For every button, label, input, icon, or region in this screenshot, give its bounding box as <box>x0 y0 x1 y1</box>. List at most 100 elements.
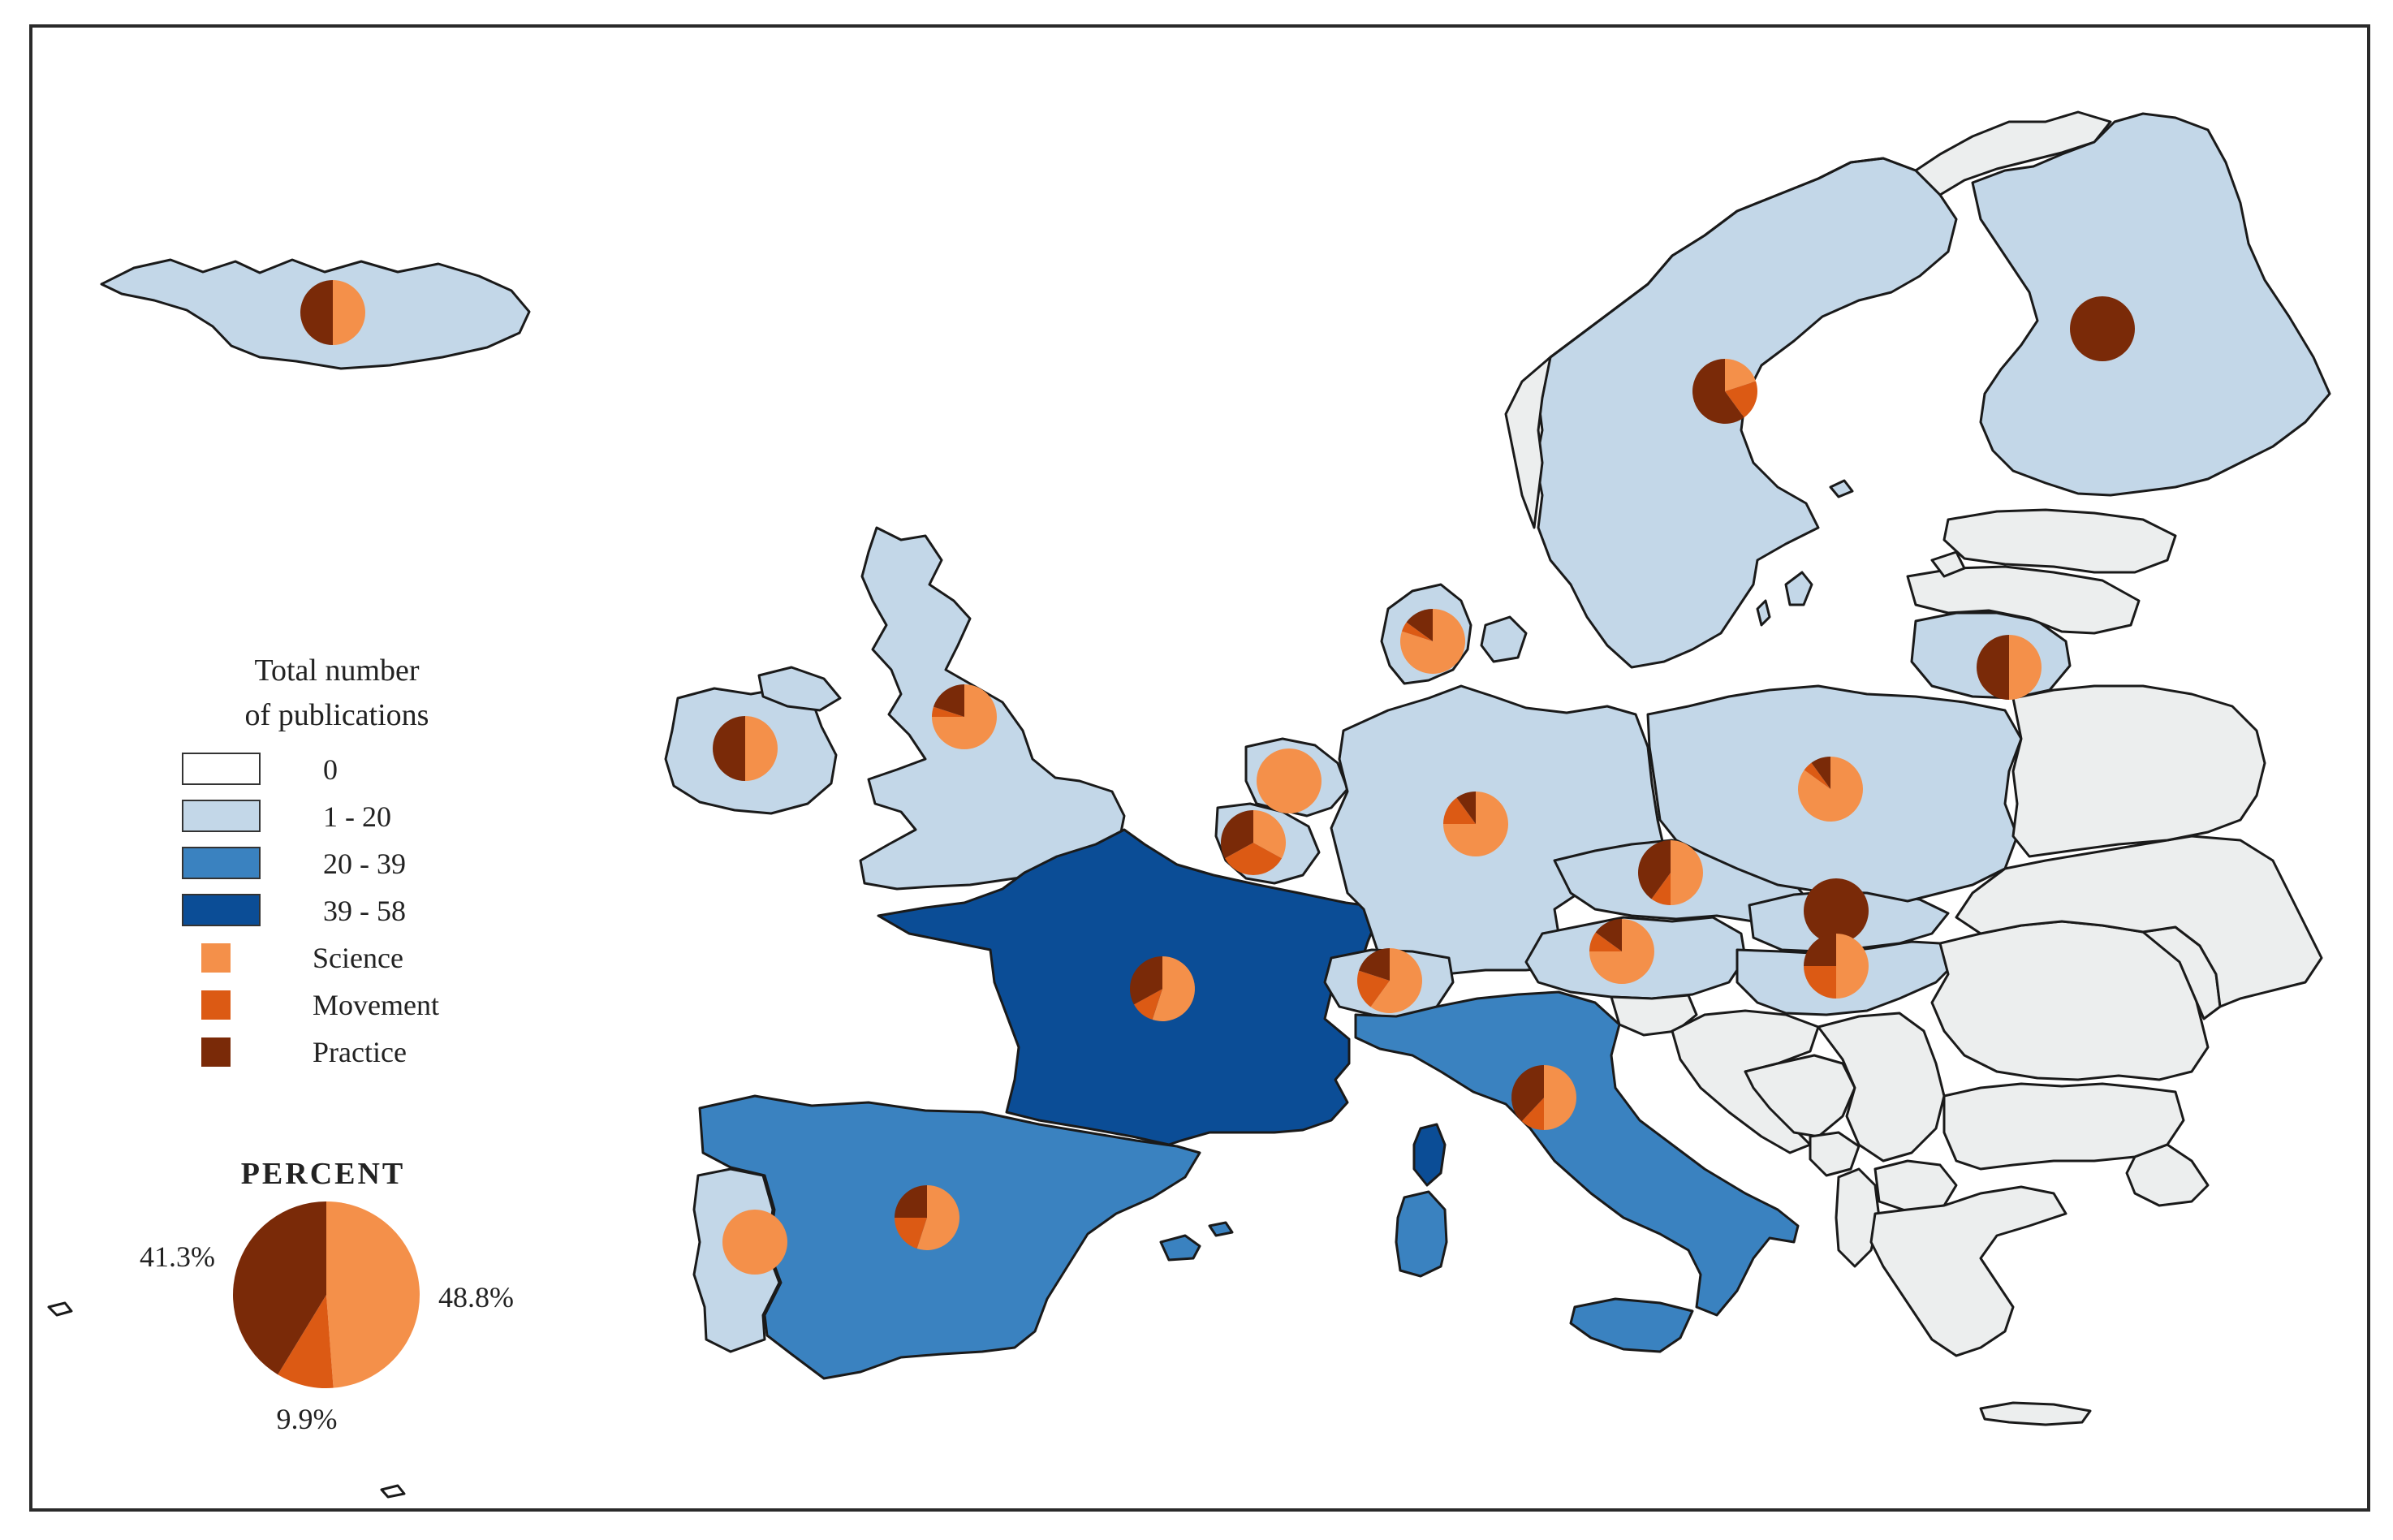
island-saaremaa <box>1930 550 1966 578</box>
pie-iceland <box>300 280 365 345</box>
pie-slice <box>916 1185 959 1250</box>
pie-slice <box>1651 873 1671 905</box>
pie-slice <box>1595 919 1622 951</box>
country-greece-crete[interactable] <box>1979 1401 2092 1426</box>
country-italy-sicily[interactable] <box>1569 1297 1694 1353</box>
pie-slice <box>1400 609 1466 674</box>
percent-label-movement: 9.9% <box>277 1403 338 1435</box>
pie-denmark <box>1400 609 1466 674</box>
pie-germany <box>1443 792 1508 856</box>
country-denmark-islands[interactable] <box>1480 615 1528 663</box>
legend-category-1: Movement <box>201 989 439 1021</box>
legend-swatch <box>182 753 261 785</box>
legend: Total number of publications 0 1 - 20 20 -… <box>182 654 439 1068</box>
country-belarus[interactable] <box>2011 684 2266 858</box>
country-greece[interactable] <box>1869 1185 2067 1357</box>
legend-class-0: 0 <box>182 753 338 786</box>
percent-pie <box>232 1201 420 1388</box>
country-france[interactable] <box>877 828 1383 1146</box>
country-latvia[interactable] <box>1906 565 2141 635</box>
pie-uk <box>932 684 997 749</box>
pie-austria <box>1589 919 1654 984</box>
pie-slice <box>1692 359 1744 424</box>
pie-slice <box>2009 635 2042 700</box>
pie-slice <box>1804 878 1869 943</box>
legend-class-3: 39 - 58 <box>182 894 406 927</box>
pie-slice <box>1725 359 1757 391</box>
pie-slice <box>333 280 365 345</box>
pie-slice <box>895 1185 927 1218</box>
legend-class-label: 20 - 39 <box>323 848 406 880</box>
pie-france <box>1130 956 1196 1022</box>
pie-slice <box>1152 956 1196 1022</box>
island-aland <box>1829 479 1854 498</box>
country-serbia[interactable] <box>1817 1012 1946 1163</box>
legend-title-line1: Total number <box>254 654 419 688</box>
pie-hungary <box>1804 934 1869 999</box>
legend-category-swatch <box>201 990 231 1020</box>
pie-netherlands <box>1257 748 1322 813</box>
percent-label-practice: 41.3% <box>140 1240 215 1273</box>
legend-category-label: Practice <box>313 1036 407 1068</box>
country-norway[interactable] <box>1504 110 2112 529</box>
pie-slice <box>1358 948 1390 981</box>
legend-class-label: 1 - 20 <box>323 800 391 833</box>
pie-sweden <box>1692 359 1757 424</box>
island-oland <box>1756 599 1771 627</box>
pie-slice <box>722 1210 787 1275</box>
country-bosnia[interactable] <box>1744 1054 1856 1138</box>
legend-swatch <box>182 847 261 879</box>
pie-slice <box>1406 609 1433 641</box>
legend-category-swatch <box>201 943 231 973</box>
pie-slice <box>1804 762 1830 789</box>
country-italy-sardinia[interactable] <box>1395 1190 1448 1278</box>
percent-summary-chart: PERCENT 41.3% 48.8% 9.9% <box>140 1157 514 1435</box>
pie-slice <box>1224 843 1283 875</box>
pie-slice <box>1977 635 2009 700</box>
country-finland[interactable] <box>1971 112 2331 497</box>
legend-swatch <box>182 894 261 926</box>
pie-slice <box>1836 934 1869 999</box>
country-montenegro[interactable] <box>1809 1131 1861 1177</box>
pie-ireland <box>713 716 778 781</box>
country-macedonia[interactable] <box>1873 1159 1958 1213</box>
pie-slice <box>1456 792 1476 824</box>
pie-slice <box>1804 966 1836 999</box>
island-balearic-mallorca <box>1159 1234 1201 1262</box>
legend-title-line2: of publications <box>245 698 429 732</box>
country-france-corsica[interactable] <box>1412 1123 1447 1187</box>
pie-slice <box>326 1201 420 1388</box>
pie-slice <box>713 716 745 781</box>
pie-slice <box>1133 989 1162 1020</box>
legend-category-2: Practice <box>201 1036 407 1068</box>
legend-category-0: Science <box>201 942 403 974</box>
country-turkey-thrace[interactable] <box>2125 1143 2210 1207</box>
pie-slice <box>1811 757 1830 789</box>
pie-slice <box>232 1201 326 1375</box>
legend-class-2: 20 - 39 <box>182 847 406 880</box>
percent-chart-title: PERCENT <box>241 1157 406 1191</box>
country-estonia[interactable] <box>1942 508 2177 574</box>
pie-slice <box>1804 934 1836 966</box>
pie-slice <box>1221 810 1253 859</box>
country-pies-layer <box>300 280 2135 1275</box>
country-italy[interactable] <box>1354 990 1800 1317</box>
pie-portugal <box>722 1210 787 1275</box>
legend-class-1: 1 - 20 <box>182 800 391 833</box>
pie-switzerland <box>1356 948 1423 1014</box>
legend-category-swatch <box>201 1037 231 1067</box>
pie-slice <box>895 1218 927 1249</box>
pie-czechia <box>1637 840 1703 905</box>
pie-slice <box>933 684 964 717</box>
pie-slice <box>300 280 333 345</box>
pie-slovakia <box>1804 878 1869 943</box>
pie-poland <box>1798 757 1864 822</box>
pie-lithuania <box>1977 635 2042 700</box>
pie-belgium <box>1221 810 1286 875</box>
country-albania[interactable] <box>1835 1167 1881 1268</box>
island-cyprus-west <box>47 1301 73 1317</box>
percent-label-science: 48.8% <box>438 1281 514 1314</box>
country-northern-ireland[interactable] <box>757 666 842 712</box>
